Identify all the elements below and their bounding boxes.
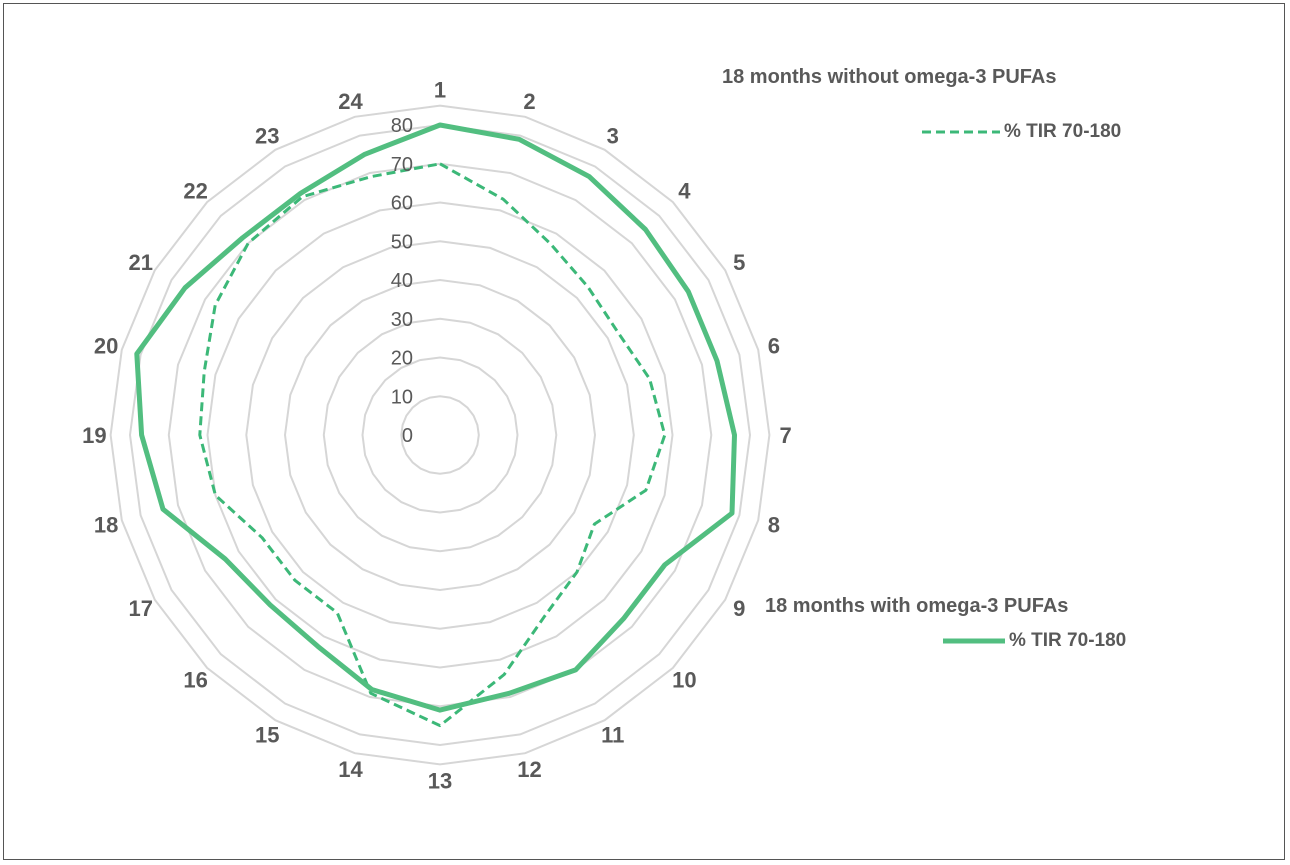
- legend-with-label: % TIR 70-180: [1009, 630, 1127, 651]
- category-label: 17: [128, 596, 152, 621]
- category-label: 13: [428, 769, 452, 794]
- grid-ring: [128, 123, 752, 747]
- category-label: 14: [338, 757, 363, 782]
- category-label: 8: [768, 513, 780, 538]
- category-label: 10: [672, 667, 696, 692]
- legend-without-label: % TIR 70-180: [1004, 121, 1122, 142]
- category-label: 7: [779, 423, 791, 448]
- grid-ring: [109, 104, 771, 766]
- category-label: 22: [183, 179, 207, 204]
- category-label: 21: [128, 250, 152, 275]
- category-label: 11: [601, 722, 624, 747]
- dashed-line-swatch-icon: [922, 130, 1000, 134]
- category-label: 24: [338, 89, 363, 114]
- category-label: 1: [434, 77, 446, 102]
- category-label: 5: [733, 250, 745, 275]
- radial-tick-label: 30: [391, 309, 413, 331]
- radial-tick-labels: 0 10 20 30 40 50 60 70 80: [391, 115, 413, 447]
- radar-series: [134, 122, 737, 728]
- legend-without-entry: % TIR 70-180: [920, 121, 1121, 143]
- category-label: 2: [523, 89, 535, 114]
- legend-without-title: 18 months without omega-3 PUFAs: [722, 66, 1057, 88]
- category-label: 23: [255, 124, 279, 149]
- category-label: 19: [82, 423, 106, 448]
- category-label: 16: [183, 667, 207, 692]
- category-label: 12: [517, 757, 541, 782]
- grid-ring: [245, 240, 635, 630]
- legend-without: 18 months without omega-3 PUFAs % TIR 70…: [722, 66, 1121, 143]
- series-without-omega3-line: [198, 162, 667, 728]
- chart-frame: [3, 3, 1285, 860]
- radial-tick-label: 20: [391, 348, 413, 370]
- category-label: 9: [733, 596, 745, 621]
- legend-with-entry: % TIR 70-180: [941, 630, 1126, 652]
- grid-ring: [400, 395, 480, 475]
- series-with-omega3-line: [134, 122, 737, 713]
- radial-tick-label: 70: [391, 154, 413, 176]
- category-label: 18: [94, 513, 118, 538]
- category-label: 3: [607, 124, 619, 149]
- grid-ring: [361, 356, 519, 514]
- radial-tick-label: 60: [391, 193, 413, 215]
- grid-ring: [283, 278, 597, 592]
- category-label: 20: [94, 334, 118, 359]
- legend-with-title: 18 months with omega-3 PUFAs: [765, 595, 1069, 617]
- radial-tick-label: 50: [391, 231, 413, 253]
- category-label: 4: [678, 179, 691, 204]
- category-label: 6: [768, 334, 780, 359]
- radial-tick-label: 0: [402, 425, 413, 447]
- grid-ring: [167, 162, 713, 708]
- radial-tick-label: 40: [391, 270, 413, 292]
- category-label: 15: [255, 722, 279, 747]
- grid-ring: [206, 201, 674, 669]
- radial-tick-label: 80: [391, 115, 413, 137]
- legend-with: 18 months with omega-3 PUFAs % TIR 70-18…: [765, 595, 1126, 652]
- radial-tick-label: 10: [391, 386, 413, 408]
- solid-line-swatch-icon: [943, 638, 1005, 644]
- radar-grid: [109, 104, 771, 766]
- grid-ring: [322, 317, 558, 553]
